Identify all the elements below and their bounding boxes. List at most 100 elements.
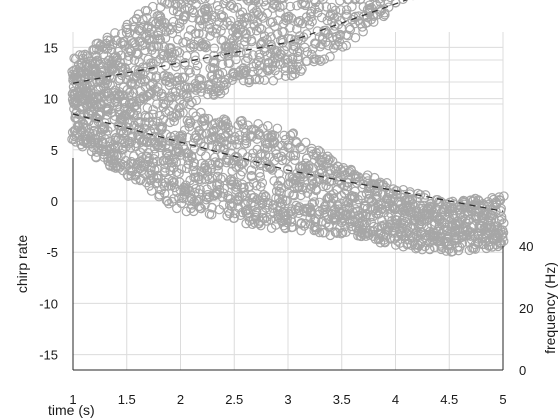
lower-band-point xyxy=(200,151,211,161)
lower-band-point xyxy=(301,158,311,169)
lower-band-point xyxy=(118,144,128,155)
lower-band-point xyxy=(151,173,162,183)
upper-band-point xyxy=(187,97,197,108)
lower-band-point xyxy=(249,159,260,169)
lower-band-point xyxy=(220,117,230,127)
lower-band-point xyxy=(172,110,183,121)
upper-band-point xyxy=(189,41,199,52)
lower-band-point xyxy=(307,175,318,186)
upper-band-point xyxy=(200,0,210,4)
upper-band-point xyxy=(286,34,296,44)
lower-band-point xyxy=(255,172,266,182)
upper-band-point xyxy=(297,64,307,74)
upper-band-point xyxy=(241,28,251,39)
lower-band-point xyxy=(195,184,205,195)
lower-band-point xyxy=(268,136,279,146)
upper-band-point xyxy=(194,21,205,32)
lower-band-point xyxy=(287,222,298,232)
upper-band-point xyxy=(300,0,311,9)
lower-band-point xyxy=(200,174,210,185)
upper-band-point xyxy=(160,0,170,7)
lower-band-point xyxy=(277,155,288,166)
upper-band-point xyxy=(266,32,276,42)
lower-band-point xyxy=(417,244,428,255)
lower-band-point xyxy=(171,157,181,168)
upper-band-point xyxy=(144,34,154,45)
lower-band-point xyxy=(272,123,283,134)
lower-band-point xyxy=(223,190,233,201)
lower-band-point xyxy=(223,122,233,133)
upper-band-point xyxy=(294,46,305,56)
upper-band-point xyxy=(341,5,352,15)
lower-band-point xyxy=(154,191,164,202)
upper-band-point xyxy=(250,0,260,4)
lower-band-point xyxy=(482,201,492,212)
upper-band-point xyxy=(192,60,203,71)
upper-band-point xyxy=(114,90,125,101)
upper-band-point xyxy=(147,1,158,12)
upper-band-point xyxy=(287,59,298,70)
lower-band-point xyxy=(312,223,322,233)
lower-band-point xyxy=(142,103,153,113)
lower-band-point xyxy=(495,239,506,249)
lower-band-point xyxy=(325,154,335,164)
ridge-lines xyxy=(72,0,504,212)
lower-band-point xyxy=(307,198,318,209)
upper-band-point xyxy=(181,84,191,94)
upper-band-point xyxy=(199,41,210,52)
lower-band-point xyxy=(290,155,300,166)
y-axis-label-left: chirp rate xyxy=(14,235,30,294)
x-axis-label: time (s) xyxy=(48,402,95,418)
upper-band-point xyxy=(170,58,181,68)
upper-band-point xyxy=(285,22,295,33)
upper-band-point xyxy=(107,80,118,90)
upper-band-point xyxy=(319,54,330,64)
upper-band-point xyxy=(253,0,261,2)
lower-band-point xyxy=(335,172,345,182)
lower-band-point xyxy=(318,160,328,171)
lower-band-point xyxy=(241,205,252,216)
lower-band-point xyxy=(237,119,248,129)
lower-band-point xyxy=(285,130,296,141)
lower-band-point xyxy=(254,168,265,178)
lower-band-point xyxy=(280,223,291,234)
upper-band-point xyxy=(314,32,325,42)
upper-band-point xyxy=(309,0,320,5)
lower-band-point xyxy=(284,188,294,199)
upper-band-point xyxy=(262,8,273,19)
lower-band-point xyxy=(283,164,293,175)
upper-band-point xyxy=(188,0,197,2)
upper-band-point xyxy=(167,28,178,39)
lower-band-point xyxy=(193,171,204,182)
upper-band-point xyxy=(237,19,248,30)
lower-band-point xyxy=(230,208,241,219)
lower-band-point xyxy=(353,172,364,182)
upper-band-point xyxy=(310,38,320,49)
upper-band-point xyxy=(207,70,218,80)
lower-band-point xyxy=(322,151,333,162)
upper-band-point xyxy=(168,100,179,110)
y-axis-label-right: frequency (Hz) xyxy=(542,262,558,354)
y-left-tick-label: 5 xyxy=(51,143,58,158)
lower-band-point xyxy=(491,206,501,217)
upper-band-point xyxy=(368,0,375,2)
lower-band-point xyxy=(194,201,205,212)
lower-band-point xyxy=(178,107,188,118)
upper-band-point xyxy=(245,0,255,4)
y-right-tick-label: 0 xyxy=(519,363,526,378)
x-tick-label: 1.5 xyxy=(118,392,136,407)
lower-band-point xyxy=(287,129,298,139)
lower-band-point xyxy=(314,227,325,238)
lower-band-point xyxy=(297,181,307,192)
lower-band-point xyxy=(131,174,141,185)
upper-band-point xyxy=(264,27,274,37)
lower-band-point xyxy=(142,151,153,162)
upper-band-point xyxy=(350,32,361,43)
lower-band-point xyxy=(327,156,338,166)
upper-band-point xyxy=(243,0,254,6)
lower-band-point xyxy=(189,144,200,154)
upper-band-point xyxy=(242,0,252,4)
lower-band-point xyxy=(176,150,186,160)
lower-band-point xyxy=(240,191,251,201)
lower-band-point xyxy=(251,180,262,191)
